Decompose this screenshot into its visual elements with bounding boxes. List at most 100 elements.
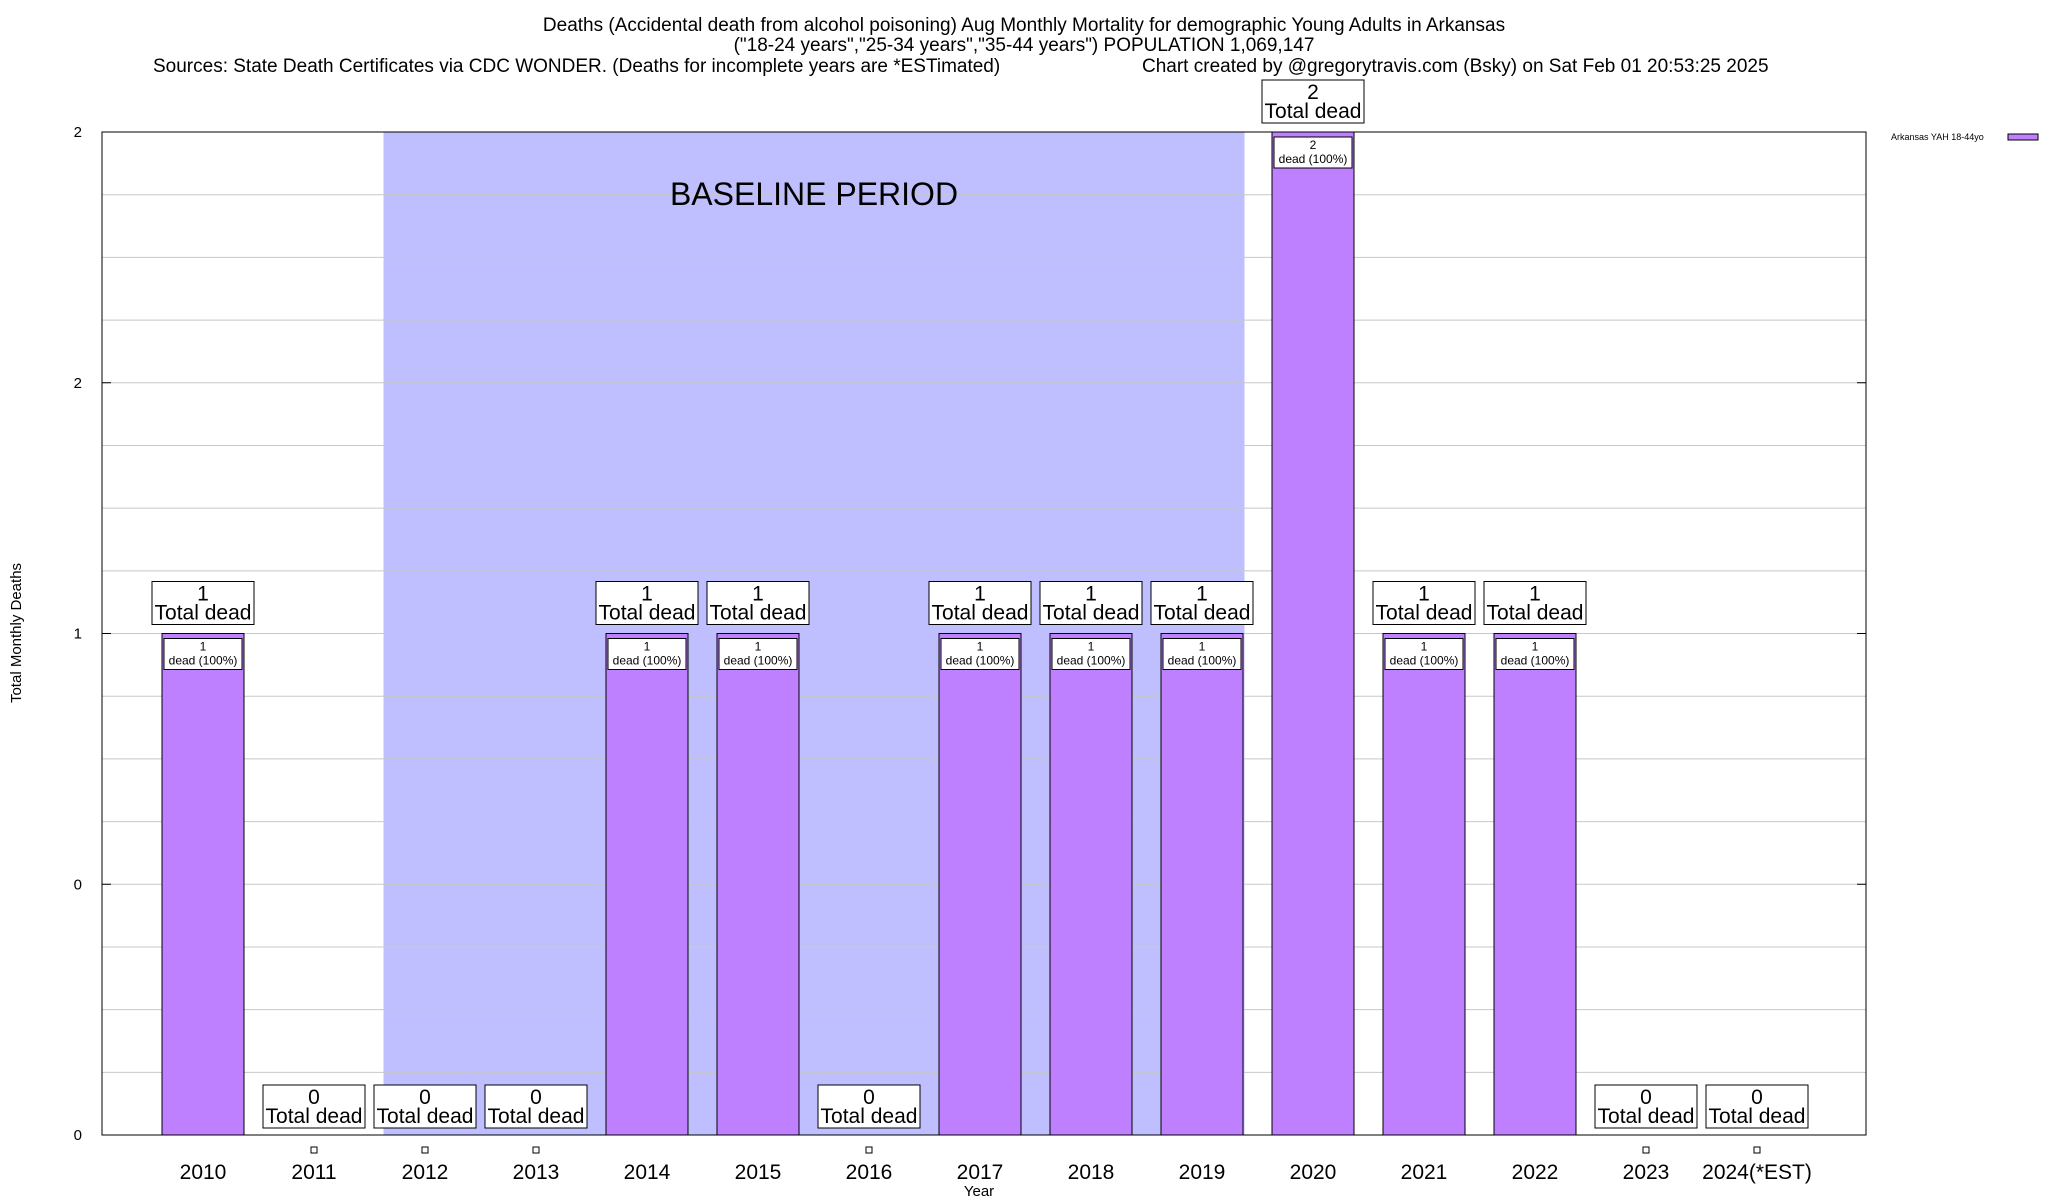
- bar-total-label-box: [706, 581, 810, 625]
- x-tick-label: 2010: [180, 1161, 227, 1184]
- bar-total-count: 1: [974, 583, 986, 606]
- bar-total-label-box: [1039, 581, 1143, 625]
- y-tick-label: 1: [74, 626, 82, 643]
- legend-series-label: Arkansas YAH 18-44yo: [1891, 132, 1984, 142]
- chart-title-line-2: ("18-24 years","25-34 years","35-44 year…: [734, 35, 1315, 56]
- bar-total-count: 1: [1085, 583, 1097, 606]
- bar-total-count: 1: [1529, 583, 1541, 606]
- bar-total-suffix: Total dead: [1487, 602, 1584, 625]
- x-axis-label: Year: [964, 1183, 994, 1200]
- bar-total-suffix: Total dead: [155, 602, 252, 625]
- bar-inner-percent: dead (100%): [613, 654, 682, 668]
- legend: Arkansas YAH 18-44yo: [1891, 132, 2039, 142]
- gridlines: [102, 194, 1866, 1073]
- bar-total-label-box: [595, 581, 699, 625]
- bar-total-label-box: [817, 1084, 921, 1129]
- bar-inner-label-box: [718, 638, 798, 670]
- bar-total-label-box: [1150, 581, 1254, 625]
- bar-inner-percent: dead (100%): [1390, 654, 1459, 668]
- bar-total-label-box: [1483, 581, 1587, 625]
- bar-inner-label-box: [1273, 136, 1353, 169]
- bar: [1271, 131, 1355, 1136]
- bar: [1049, 633, 1133, 1136]
- bar-total-label-box: [928, 581, 1032, 625]
- bar-total-suffix: Total dead: [488, 1105, 585, 1128]
- bar: [1493, 633, 1577, 1136]
- bar-total-count: 0: [863, 1086, 875, 1109]
- bar-inner-count: 2: [1310, 138, 1317, 152]
- x-tick-label: 2019: [1179, 1161, 1226, 1184]
- x-tick-label: 2020: [1290, 1161, 1337, 1184]
- x-tick-label: 2022: [1512, 1161, 1559, 1184]
- bar-total-count: 2: [1307, 81, 1319, 104]
- bar: [938, 633, 1022, 1136]
- bar: [1160, 633, 1244, 1136]
- chart-credit-line: Chart created by @gregorytravis.com (Bsk…: [1142, 56, 1769, 77]
- zero-marker: [1753, 1146, 1761, 1154]
- zero-marker: [1642, 1146, 1650, 1154]
- x-tick-label: 2018: [1068, 1161, 1115, 1184]
- bar-inner-count: 1: [1199, 640, 1206, 654]
- bar-inner-percent: dead (100%): [724, 654, 793, 668]
- bar-inner-label-box: [607, 638, 687, 670]
- bar: [605, 633, 689, 1136]
- bar-inner-label-box: [1162, 638, 1242, 670]
- zero-marker: [532, 1146, 540, 1154]
- bar: [161, 633, 245, 1136]
- bar-total-count: 0: [530, 1086, 542, 1109]
- bar-inner-percent: dead (100%): [1501, 654, 1570, 668]
- bar-total-count: 0: [419, 1086, 431, 1109]
- bar-total-count: 1: [641, 583, 653, 606]
- bar-inner-count: 1: [1532, 640, 1539, 654]
- x-tick-label: 2011: [291, 1161, 336, 1184]
- bar: [716, 633, 800, 1136]
- bar-inner-label-box: [1495, 638, 1575, 670]
- x-tick-label: 2015: [735, 1161, 782, 1184]
- zero-marker: [865, 1146, 873, 1154]
- bar-total-label-box: [1261, 79, 1365, 124]
- x-tick-label: 2024(*EST): [1702, 1161, 1812, 1184]
- bar-inner-label-box: [1051, 638, 1131, 670]
- bar-total-suffix: Total dead: [1154, 602, 1251, 625]
- bar-inner-count: 1: [977, 640, 984, 654]
- x-tick-label: 2023: [1623, 1161, 1670, 1184]
- bar-total-count: 1: [1196, 583, 1208, 606]
- bars: [161, 131, 1761, 1154]
- bar-total-label-box: [484, 1084, 588, 1129]
- bar-total-suffix: Total dead: [266, 1105, 363, 1128]
- x-tick-label: 2016: [846, 1161, 893, 1184]
- bar-total-suffix: Total dead: [1043, 602, 1140, 625]
- bar-total-suffix: Total dead: [1598, 1105, 1695, 1128]
- chart-source-line: Sources: State Death Certificates via CD…: [153, 56, 1000, 77]
- bar-inner-percent: dead (100%): [1057, 654, 1126, 668]
- bar-total-count: 1: [197, 583, 209, 606]
- y-tick-label: 0: [74, 1127, 82, 1144]
- bar-inner-count: 1: [1421, 640, 1428, 654]
- bar-total-suffix: Total dead: [377, 1105, 474, 1128]
- chart-title-line-1: Deaths (Accidental death from alcohol po…: [543, 15, 1505, 36]
- bar-inner-percent: dead (100%): [1168, 654, 1237, 668]
- bar-total-count: 0: [1640, 1086, 1652, 1109]
- bar-total-suffix: Total dead: [1376, 602, 1473, 625]
- y-tick-label: 2: [74, 124, 82, 141]
- bar-total-label-box: [373, 1084, 477, 1129]
- bar-total-suffix: Total dead: [821, 1105, 918, 1128]
- baseline-period-label: BASELINE PERIOD: [670, 176, 958, 212]
- bar-inner-percent: dead (100%): [946, 654, 1015, 668]
- bar-total-suffix: Total dead: [710, 602, 807, 625]
- x-tick-label: 2013: [513, 1161, 560, 1184]
- bar-total-suffix: Total dead: [1709, 1105, 1806, 1128]
- x-tick-label: 2012: [402, 1161, 449, 1184]
- bar-total-label-box: [151, 581, 255, 625]
- bar-total-count: 1: [752, 583, 764, 606]
- bar-inner-count: 1: [200, 640, 207, 654]
- bar-inner-count: 1: [755, 640, 762, 654]
- bar-total-suffix: Total dead: [932, 602, 1029, 625]
- bar: [1382, 633, 1466, 1136]
- bar-total-count: 0: [1751, 1086, 1763, 1109]
- bar-total-suffix: Total dead: [599, 602, 696, 625]
- legend-series-swatch: [2007, 133, 2039, 141]
- x-tick-label: 2017: [957, 1161, 1004, 1184]
